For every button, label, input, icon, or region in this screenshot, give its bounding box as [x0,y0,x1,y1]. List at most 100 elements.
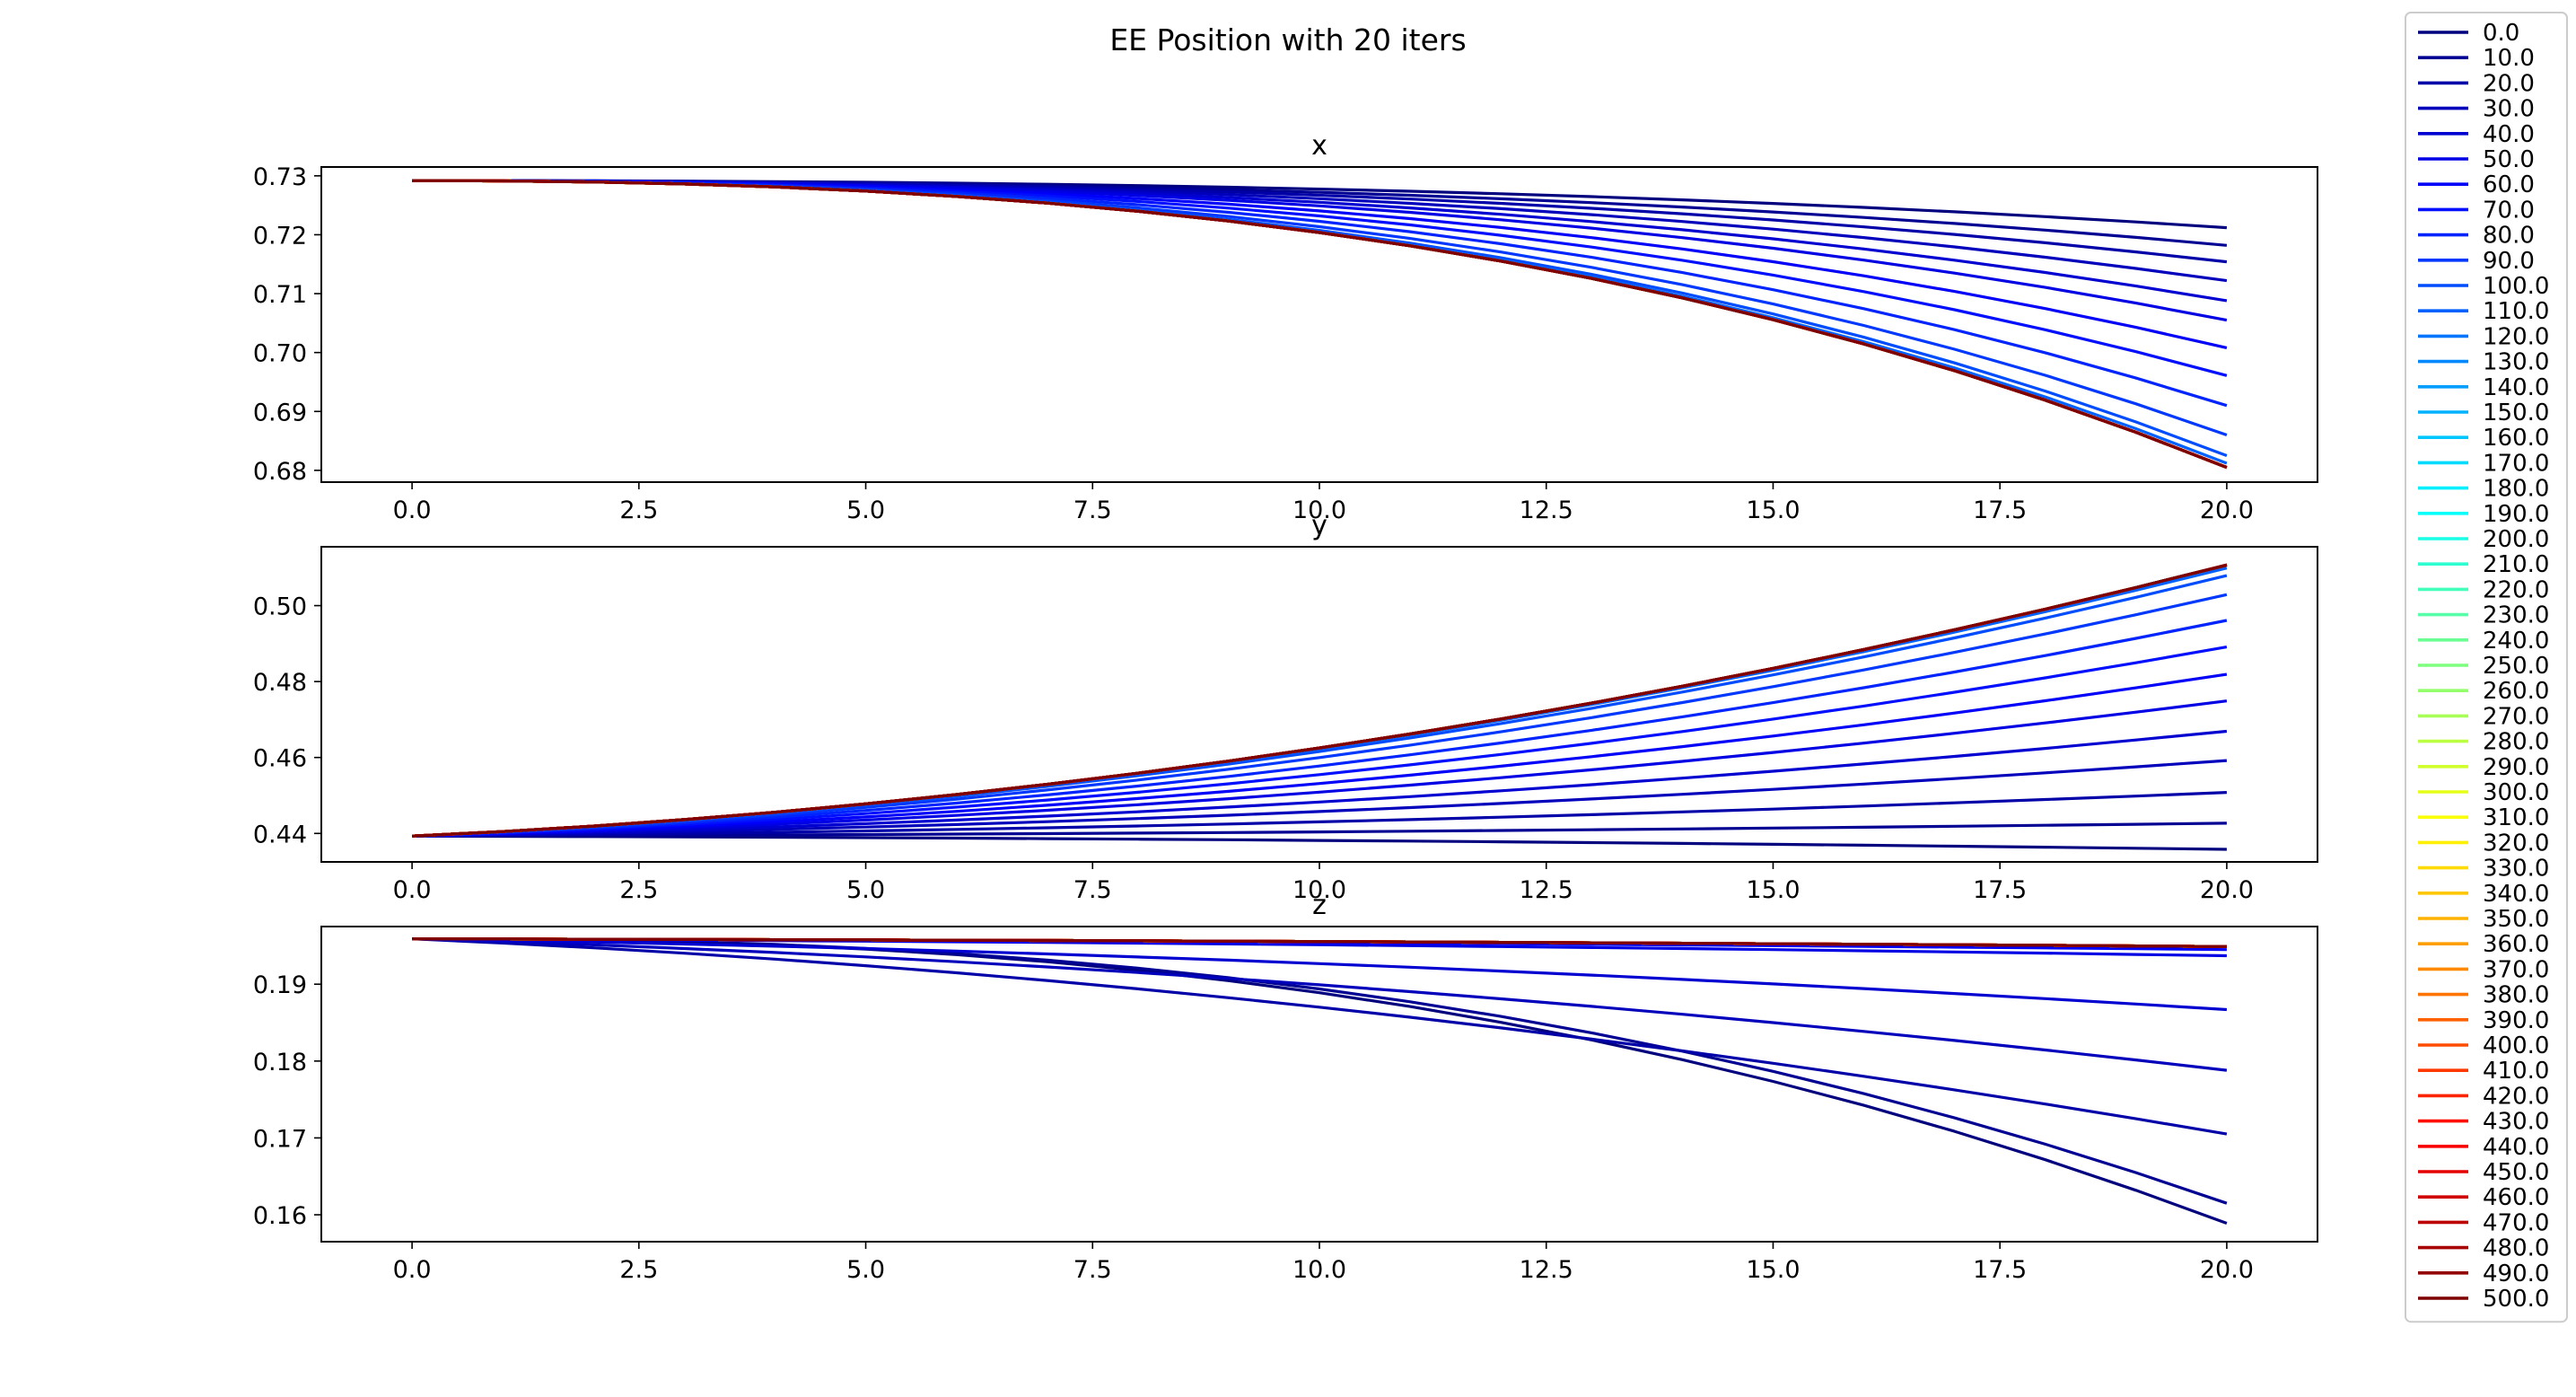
legend-label: 300.0 [2483,779,2549,806]
subplot-y-series-line [412,619,2228,838]
subplot-z-series-line [412,937,2227,1012]
figure-title: EE Position with 20 iters [1109,22,1466,57]
legend-label: 420.0 [2483,1083,2549,1110]
subplot-z-xtick-label: 17.5 [1973,1256,2027,1284]
legend-label: 340.0 [2483,881,2549,908]
subplot-y-ytick-label: 0.44 [253,821,307,848]
subplot-x-ytick-label: 0.70 [253,340,307,368]
subplot-y-xtick-label: 17.5 [1973,876,2027,904]
legend-label: 0.0 [2483,20,2519,47]
subplot-y: y 0.0 2.5 5.0 7.5 10.0 12.5 15.0 17.5 20.0 0.44 0.4… [253,510,2318,904]
legend-label: 400.0 [2483,1032,2549,1059]
subplot-z-xtick-label: 15.0 [1746,1256,1800,1284]
subplot-y-series-line [412,834,2227,851]
legend-label: 280.0 [2483,729,2549,756]
subplot-y-ytick-label: 0.48 [253,669,307,697]
legend-label: 390.0 [2483,1007,2549,1034]
subplot-y-xtick-label: 2.5 [619,876,658,904]
subplot-y-series-line [412,822,2227,838]
subplot-x-xtick-label: 10.0 [1292,496,1346,524]
legend-label: 220.0 [2483,576,2549,603]
legend-label: 380.0 [2483,982,2549,1009]
subplot-z-ytick-label: 0.19 [253,971,307,999]
legend-label: 330.0 [2483,856,2549,883]
legend-label: 200.0 [2483,526,2549,553]
legend-label: 110.0 [2483,298,2549,325]
subplot-z-title: z [1312,890,1327,921]
subplot-z-ytick-label: 0.17 [253,1125,307,1153]
subplot-y-series-line [412,759,2228,838]
subplot-z-ytick-label: 0.18 [253,1049,307,1076]
subplot-y-series-line [412,791,2227,838]
subplot-z-xtick-label: 2.5 [619,1256,658,1284]
subplot-x-xtick-label: 7.5 [1073,496,1112,524]
legend-label: 60.0 [2483,171,2535,198]
legend-label: 480.0 [2483,1235,2549,1262]
legend-label: 50.0 [2483,146,2535,173]
subplot-x-xtick-label: 15.0 [1746,496,1800,524]
legend-label: 450.0 [2483,1159,2549,1186]
legend-label: 240.0 [2483,628,2549,655]
legend-label: 140.0 [2483,374,2549,401]
subplot-z-ytick-label: 0.16 [253,1202,307,1230]
legend-label: 170.0 [2483,450,2549,477]
legend: 0.010.020.030.040.050.060.070.080.090.01… [2405,12,2568,1323]
subplot-y-xtick-label: 5.0 [846,876,885,904]
subplot-z-series-line [412,937,2228,1072]
subplot-x-series-line [412,179,2228,470]
legend-label: 500.0 [2483,1286,2549,1313]
subplot-x-xtick-label: 17.5 [1973,496,2027,524]
subplot-x-xtick-label: 5.0 [846,496,885,524]
subplot-x-ytick-label: 0.69 [253,399,307,426]
legend-label: 430.0 [2483,1109,2549,1136]
subplot-y-xtick-label: 20.0 [2200,876,2254,904]
subplot-x-frame [320,166,2318,483]
subplot-z-xtick-label: 5.0 [846,1256,885,1284]
legend-label: 120.0 [2483,323,2549,350]
subplot-y-title: y [1311,510,1327,541]
subplot-z-xtick-label: 12.5 [1520,1256,1573,1284]
subplot-z-series-line [412,937,2228,1205]
legend-label: 320.0 [2483,830,2549,857]
legend-label: 20.0 [2483,70,2535,97]
legend-label: 180.0 [2483,476,2549,503]
subplot-y-ytick-label: 0.46 [253,745,307,773]
legend-label: 230.0 [2483,602,2549,629]
subplot-x: x 0.0 2.5 5.0 7.5 10.0 12.5 15.0 17.5 20.0 0.68 0.6… [253,130,2318,524]
subplot-y-xtick-label: 10.0 [1292,876,1346,904]
legend-label: 130.0 [2483,349,2549,376]
legend-label: 90.0 [2483,248,2535,275]
subplot-z-series-line [412,937,2228,1136]
subplot-y-series-line [412,729,2228,838]
subplot-y-series-line [412,646,2228,838]
legend-label: 290.0 [2483,754,2549,781]
legend-label: 10.0 [2483,45,2535,72]
subplot-y-xtick-label: 0.0 [393,876,432,904]
subplot-y-ytick-label: 0.50 [253,593,307,621]
legend-label: 310.0 [2483,804,2549,831]
subplot-x-ytick-label: 0.72 [253,222,307,250]
legend-label: 80.0 [2483,223,2535,250]
subplot-y-xtick-label: 7.5 [1073,876,1112,904]
legend-label: 70.0 [2483,197,2535,224]
legend-label: 370.0 [2483,956,2549,983]
legend-label: 30.0 [2483,96,2535,123]
legend-label: 250.0 [2483,653,2549,680]
subplot-z-xtick-label: 7.5 [1073,1256,1112,1284]
subplot-y-series-line [412,672,2228,838]
subplot-x-ytick-label: 0.71 [253,281,307,309]
legend-label: 440.0 [2483,1134,2549,1161]
legend-label: 350.0 [2483,906,2549,933]
legend-label: 360.0 [2483,931,2549,958]
legend-label: 260.0 [2483,678,2549,705]
subplot-y-series-line [412,563,2228,838]
legend-label: 270.0 [2483,703,2549,730]
subplot-z-xtick-label: 20.0 [2200,1256,2254,1284]
subplot-x-xtick-label: 20.0 [2200,496,2254,524]
subplot-x-ytick-label: 0.68 [253,458,307,486]
subplots: x 0.0 2.5 5.0 7.5 10.0 12.5 15.0 17.5 20.0 0.68 0.6… [253,130,2318,1284]
subplot-y-xtick-label: 12.5 [1520,876,1573,904]
legend-label: 100.0 [2483,273,2549,300]
subplot-x-xtick-label: 0.0 [393,496,432,524]
